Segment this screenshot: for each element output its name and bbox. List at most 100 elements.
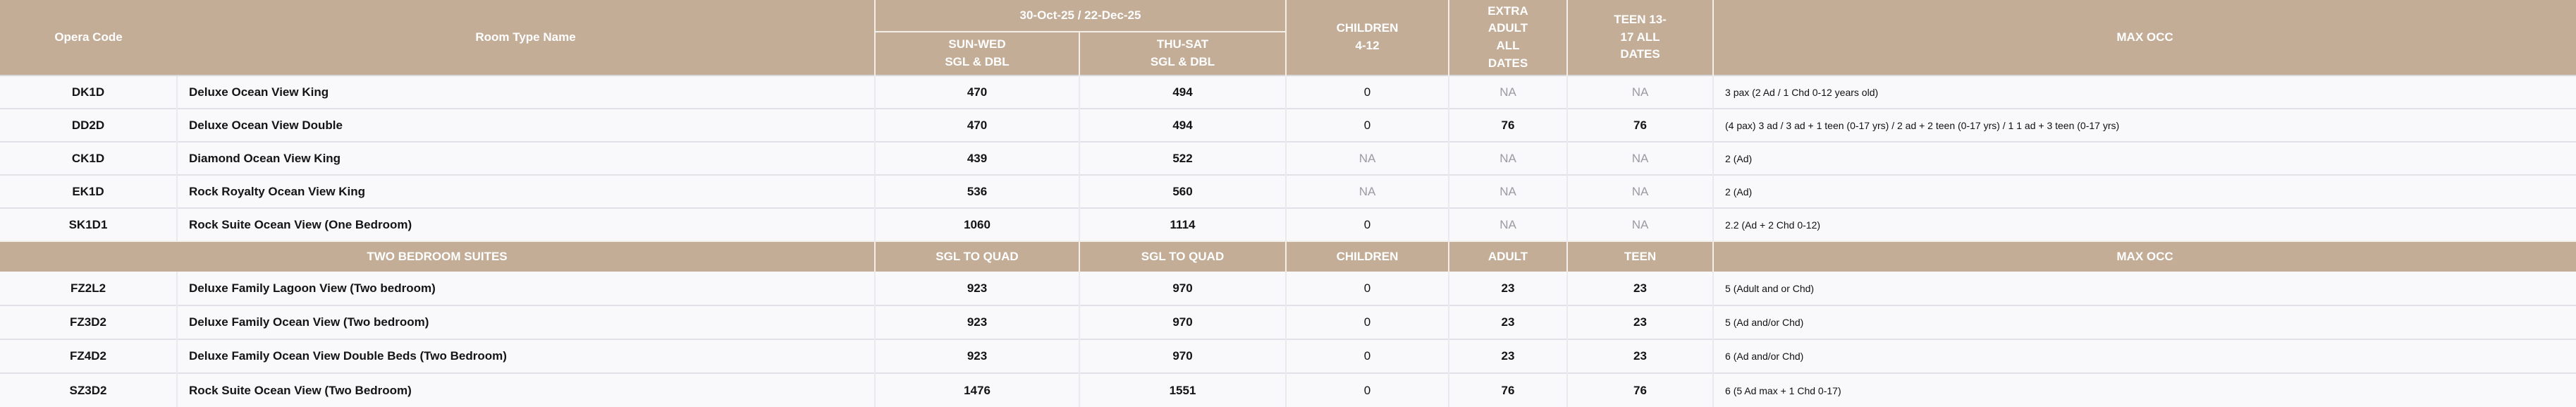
opera-code-cell: SZ3D2 — [0, 372, 177, 407]
opera-code-cell: DK1D — [0, 75, 177, 109]
extra-adult-cell: 23 — [1448, 305, 1568, 339]
header-children: CHILDREN 4-12 — [1285, 0, 1449, 75]
opera-code-cell: DD2D — [0, 108, 177, 142]
children-cell: NA — [1285, 174, 1449, 208]
max-occ-cell: 2.2 (Ad + 2 Chd 0-12) — [1712, 207, 2576, 241]
rate-sun-wed-cell: 1060 — [874, 207, 1079, 241]
header-opera-code: Opera Code — [0, 0, 177, 75]
section-children: CHILDREN — [1285, 241, 1449, 272]
room-type-cell: Deluxe Family Ocean View Double Beds (Tw… — [176, 339, 875, 373]
max-occ-cell: 6 (Ad and/or Chd) — [1712, 339, 2576, 373]
header-teen: TEEN 13- 17 ALL DATES — [1566, 0, 1714, 75]
table-row: SK1D1 Rock Suite Ocean View (One Bedroom… — [0, 207, 2576, 241]
teen-cell: 23 — [1566, 272, 1714, 305]
room-type-cell: Rock Suite Ocean View (One Bedroom) — [176, 207, 875, 241]
rate-thu-sat-cell: 560 — [1078, 174, 1287, 208]
teen-cell: NA — [1566, 207, 1714, 241]
rate-thu-sat-cell: 970 — [1078, 272, 1287, 305]
section-teen: TEEN — [1566, 241, 1714, 272]
teen-cell: NA — [1566, 174, 1714, 208]
max-occ-cell: 6 (5 Ad max + 1 Chd 0-17) — [1712, 372, 2576, 407]
teen-cell: NA — [1566, 75, 1714, 109]
header-room-type-name: Room Type Name — [177, 0, 875, 75]
header-thu-sat: THU-SAT SGL & DBL — [1078, 32, 1287, 75]
section-header-row: TWO BEDROOM SUITES SGL TO QUAD SGL TO QU… — [0, 241, 2576, 272]
extra-adult-cell: NA — [1448, 141, 1568, 175]
header-max-occ: MAX OCC — [1712, 0, 2576, 75]
children-cell: 0 — [1285, 75, 1449, 109]
extra-adult-cell: NA — [1448, 75, 1568, 109]
max-occ-cell: 5 (Ad and/or Chd) — [1712, 305, 2576, 339]
rate-thu-sat-cell: 522 — [1078, 141, 1287, 175]
rate-thu-sat-cell: 494 — [1078, 75, 1287, 109]
table-row: CK1D Diamond Ocean View King 439 522 NA … — [0, 141, 2576, 175]
opera-code-cell: FZ4D2 — [0, 339, 177, 373]
teen-cell: 76 — [1566, 372, 1714, 407]
extra-adult-cell: NA — [1448, 174, 1568, 208]
opera-code-cell: EK1D — [0, 174, 177, 208]
max-occ-cell: (4 pax) 3 ad / 3 ad + 1 teen (0-17 yrs) … — [1712, 108, 2576, 142]
room-type-cell: Deluxe Ocean View King — [176, 75, 875, 109]
section-adult: ADULT — [1448, 241, 1568, 272]
rate-thu-sat-cell: 970 — [1078, 339, 1287, 373]
children-cell: 0 — [1285, 305, 1449, 339]
children-cell: 0 — [1285, 372, 1449, 407]
extra-adult-cell: 23 — [1448, 272, 1568, 305]
header-sun-wed: SUN-WED SGL & DBL — [874, 32, 1079, 75]
max-occ-cell: 5 (Adult and or Chd) — [1712, 272, 2576, 305]
table-row: EK1D Rock Royalty Ocean View King 536 56… — [0, 174, 2576, 208]
max-occ-cell: 2 (Ad) — [1712, 174, 2576, 208]
teen-cell: NA — [1566, 141, 1714, 175]
extra-adult-cell: NA — [1448, 207, 1568, 241]
teen-cell: 23 — [1566, 339, 1714, 373]
rate-sun-wed-cell: 536 — [874, 174, 1079, 208]
rate-sun-wed-cell: 1476 — [874, 372, 1079, 407]
children-cell: 0 — [1285, 207, 1449, 241]
room-type-cell: Rock Suite Ocean View (Two Bedroom) — [176, 372, 875, 407]
table-row: FZ3D2 Deluxe Family Ocean View (Two bedr… — [0, 305, 2576, 339]
extra-adult-cell: 23 — [1448, 339, 1568, 373]
teen-cell: 23 — [1566, 305, 1714, 339]
table-row: DK1D Deluxe Ocean View King 470 494 0 NA… — [0, 75, 2576, 109]
opera-code-cell: FZ2L2 — [0, 272, 177, 305]
rate-thu-sat-cell: 970 — [1078, 305, 1287, 339]
section-sgl-to-quad-2: SGL TO QUAD — [1078, 241, 1287, 272]
room-type-cell: Deluxe Family Lagoon View (Two bedroom) — [176, 272, 875, 305]
opera-code-cell: CK1D — [0, 141, 177, 175]
table-row: FZ2L2 Deluxe Family Lagoon View (Two bed… — [0, 272, 2576, 305]
rate-thu-sat-cell: 1551 — [1078, 372, 1287, 407]
section-max-occ: MAX OCC — [1712, 241, 2576, 272]
table-row: DD2D Deluxe Ocean View Double 470 494 0 … — [0, 108, 2576, 142]
table-header: Opera Code Room Type Name 30-Oct-25 / 22… — [0, 0, 2576, 75]
table-row: FZ4D2 Deluxe Family Ocean View Double Be… — [0, 339, 2576, 373]
rate-sun-wed-cell: 923 — [874, 339, 1079, 373]
rate-sun-wed-cell: 470 — [874, 75, 1079, 109]
opera-code-cell: SK1D1 — [0, 207, 177, 241]
header-extra-adult: EXTRA ADULT ALL DATES — [1448, 0, 1568, 75]
max-occ-cell: 2 (Ad) — [1712, 141, 2576, 175]
rate-sun-wed-cell: 923 — [874, 305, 1079, 339]
opera-code-cell: FZ3D2 — [0, 305, 177, 339]
children-cell: 0 — [1285, 108, 1449, 142]
rate-sun-wed-cell: 439 — [874, 141, 1079, 175]
room-type-cell: Deluxe Family Ocean View (Two bedroom) — [176, 305, 875, 339]
children-cell: 0 — [1285, 272, 1449, 305]
children-cell: 0 — [1285, 339, 1449, 373]
section-title: TWO BEDROOM SUITES — [0, 241, 875, 272]
rate-sun-wed-cell: 923 — [874, 272, 1079, 305]
rate-sun-wed-cell: 470 — [874, 108, 1079, 142]
rate-thu-sat-cell: 1114 — [1078, 207, 1287, 241]
children-cell: NA — [1285, 141, 1449, 175]
room-type-cell: Deluxe Ocean View Double — [176, 108, 875, 142]
section-sgl-to-quad-1: SGL TO QUAD — [874, 241, 1079, 272]
table-row: SZ3D2 Rock Suite Ocean View (Two Bedroom… — [0, 372, 2576, 407]
room-type-cell: Diamond Ocean View King — [176, 141, 875, 175]
teen-cell: 76 — [1566, 108, 1714, 142]
room-type-cell: Rock Royalty Ocean View King — [176, 174, 875, 208]
extra-adult-cell: 76 — [1448, 108, 1568, 142]
max-occ-cell: 3 pax (2 Ad / 1 Chd 0-12 years old) — [1712, 75, 2576, 109]
rate-thu-sat-cell: 494 — [1078, 108, 1287, 142]
extra-adult-cell: 76 — [1448, 372, 1568, 407]
header-date-range: 30-Oct-25 / 22-Dec-25 — [873, 0, 1287, 32]
